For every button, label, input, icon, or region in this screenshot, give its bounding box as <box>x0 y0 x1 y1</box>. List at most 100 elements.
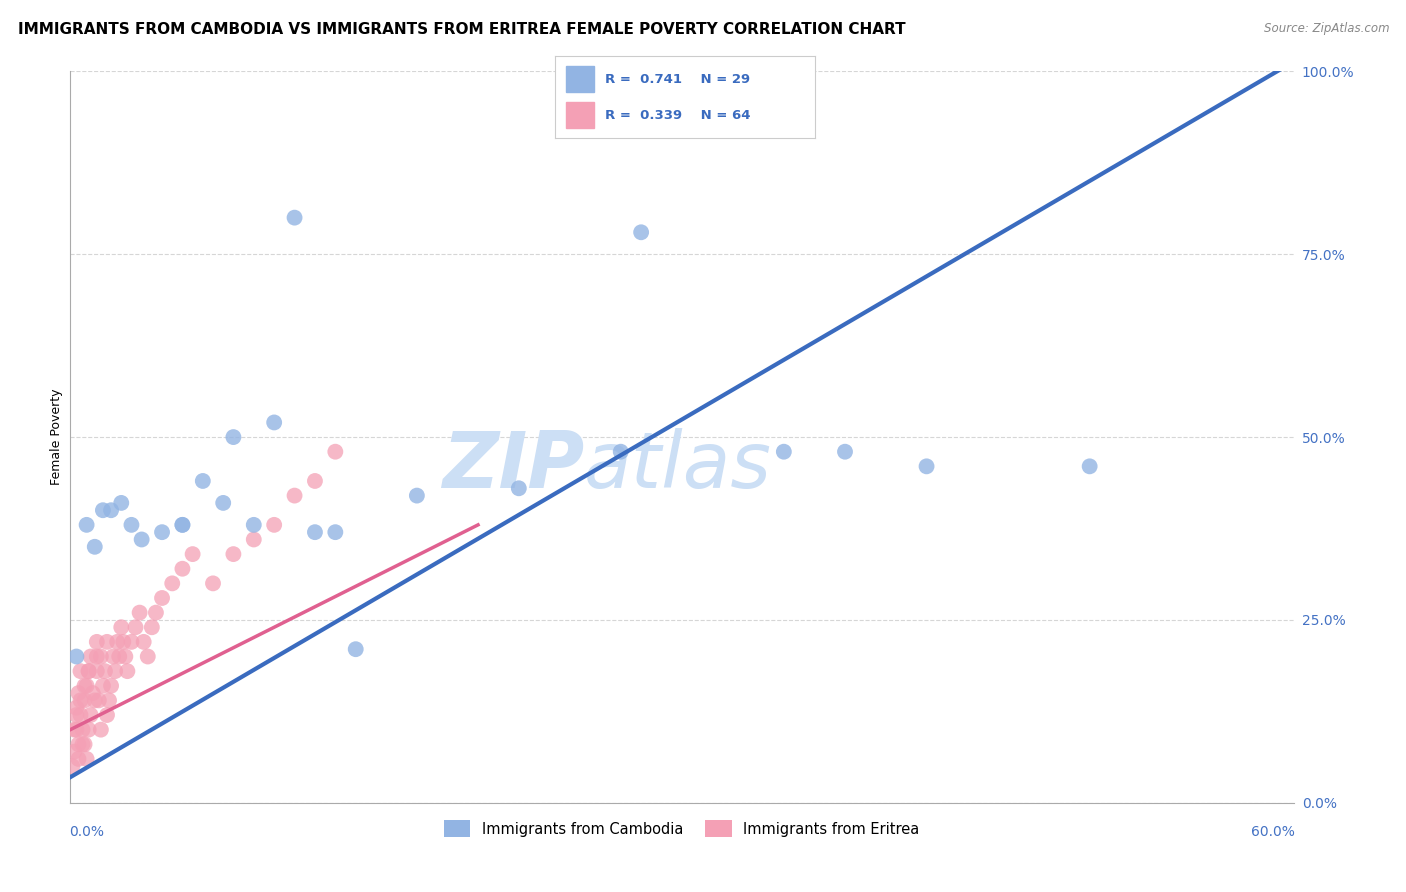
Bar <box>565 103 595 128</box>
Point <box>145 606 167 620</box>
Point <box>121 517 143 532</box>
Point <box>72 737 94 751</box>
Point <box>79 649 103 664</box>
Point <box>91 679 114 693</box>
Point <box>1211 50 1233 64</box>
Point <box>150 525 173 540</box>
Point <box>94 664 117 678</box>
Text: R =  0.741    N = 29: R = 0.741 N = 29 <box>605 72 749 86</box>
Point <box>76 752 98 766</box>
Point <box>76 517 98 532</box>
Point <box>243 533 266 547</box>
Point <box>63 723 86 737</box>
Point <box>263 416 285 430</box>
Point <box>212 496 235 510</box>
Point <box>121 635 143 649</box>
Point <box>77 664 100 678</box>
Point <box>114 649 136 664</box>
Point <box>69 693 91 707</box>
Point <box>65 708 87 723</box>
Point <box>73 679 96 693</box>
Point <box>323 444 347 458</box>
Point <box>108 649 131 664</box>
Point <box>76 679 98 693</box>
Point <box>202 576 225 591</box>
Point <box>65 649 87 664</box>
Point <box>67 686 90 700</box>
Point <box>86 649 108 664</box>
Point <box>69 708 91 723</box>
Point <box>65 700 87 714</box>
Point <box>172 517 194 532</box>
Text: ZIP: ZIP <box>441 428 583 504</box>
Point <box>172 562 194 576</box>
Point <box>63 745 86 759</box>
Point <box>100 503 122 517</box>
Point <box>915 459 938 474</box>
Text: R =  0.339    N = 64: R = 0.339 N = 64 <box>605 109 751 122</box>
Point <box>79 708 103 723</box>
Point <box>67 752 90 766</box>
Point <box>323 525 347 540</box>
Point <box>72 723 94 737</box>
Text: atlas: atlas <box>583 428 772 504</box>
Text: 0.0%: 0.0% <box>69 825 104 838</box>
Text: 60.0%: 60.0% <box>1251 825 1295 838</box>
Point <box>124 620 146 634</box>
Point <box>304 474 326 488</box>
Point <box>304 525 326 540</box>
Point <box>141 620 163 634</box>
Point <box>86 635 108 649</box>
Point <box>222 430 245 444</box>
Point <box>406 489 429 503</box>
Y-axis label: Female Poverty: Female Poverty <box>51 389 63 485</box>
Point <box>73 737 96 751</box>
Point <box>105 635 128 649</box>
Point <box>73 693 96 707</box>
Point <box>162 576 183 591</box>
Point <box>222 547 245 561</box>
Point <box>65 723 87 737</box>
Point <box>117 664 139 678</box>
Point <box>136 649 159 664</box>
Point <box>77 664 100 678</box>
Point <box>96 635 118 649</box>
Point <box>1078 459 1101 474</box>
Point <box>110 620 132 634</box>
Point <box>90 723 112 737</box>
Point <box>630 225 652 239</box>
Point <box>834 444 856 458</box>
Point <box>110 496 132 510</box>
Point <box>344 642 367 657</box>
Point <box>773 444 796 458</box>
Point <box>98 693 121 707</box>
Point <box>100 679 122 693</box>
Point <box>67 737 90 751</box>
Point <box>90 649 112 664</box>
Legend: Immigrants from Cambodia, Immigrants from Eritrea: Immigrants from Cambodia, Immigrants fro… <box>439 814 925 843</box>
Point <box>86 664 108 678</box>
Point <box>69 664 91 678</box>
Point <box>82 686 104 700</box>
Point <box>132 635 155 649</box>
Point <box>131 533 153 547</box>
Point <box>60 759 83 773</box>
Point <box>101 649 124 664</box>
Point <box>610 444 633 458</box>
Bar <box>565 66 595 92</box>
Point <box>508 481 530 495</box>
Point <box>284 489 307 503</box>
Point <box>87 693 110 707</box>
Text: Source: ZipAtlas.com: Source: ZipAtlas.com <box>1264 22 1389 36</box>
Point <box>243 517 266 532</box>
Point <box>150 591 173 605</box>
Point <box>77 723 100 737</box>
Point <box>83 693 105 707</box>
Point <box>284 211 307 225</box>
Point <box>172 517 194 532</box>
Point <box>83 540 105 554</box>
Point <box>91 503 114 517</box>
Point <box>181 547 204 561</box>
Point <box>104 664 127 678</box>
Point <box>96 708 118 723</box>
